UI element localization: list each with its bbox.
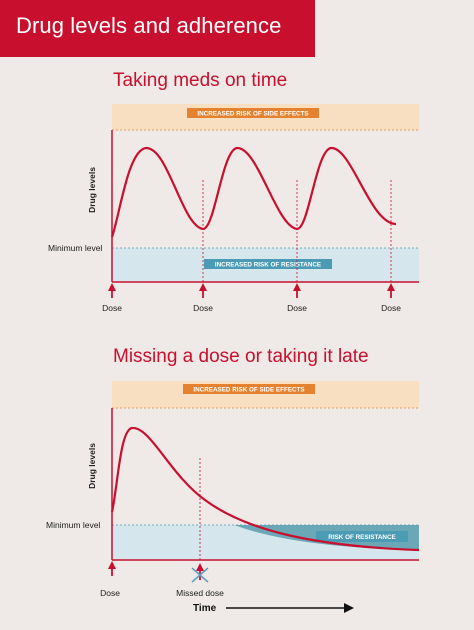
resistance-label: INCREASED RISK OF RESISTANCE (215, 262, 321, 269)
drug-level-curve (110, 426, 420, 552)
side-effects-label: INCREASED RISK OF SIDE EFFECTS (193, 387, 304, 394)
panel-on-time: INCREASED RISK OF SIDE EFFECTS INCREASED… (48, 104, 419, 313)
resistance-label: RISK OF RESISTANCE (328, 534, 395, 541)
resistance-badge (204, 259, 332, 269)
section-title-on-time: Taking meds on time (113, 70, 288, 91)
minimum-level-label: Minimum level (48, 243, 102, 253)
side-effects-label: INCREASED RISK OF SIDE EFFECTS (197, 111, 308, 118)
page-title: Drug levels and adherence (16, 13, 282, 38)
minimum-level-label: Minimum level (46, 520, 100, 530)
missed-dose-label: Missed dose (176, 588, 224, 598)
dose-label: Dose (100, 588, 120, 598)
dose-label: Dose (287, 303, 307, 313)
header-bar: Drug levels and adherence (0, 0, 315, 57)
dose-label: Dose (381, 303, 401, 313)
y-axis-label: Drug levels (87, 167, 97, 213)
dose-label: Dose (102, 303, 122, 313)
panel-missed-dose: INCREASED RISK OF SIDE EFFECTS RISK OF R… (46, 381, 420, 614)
time-arrowhead-icon (344, 603, 354, 613)
side-effects-badge (187, 108, 319, 118)
missed-dose-marker (191, 563, 209, 583)
time-axis-label: Time (193, 603, 217, 614)
drug-level-curve (110, 146, 397, 238)
cross-icon (191, 567, 209, 583)
resistance-badge (316, 531, 408, 542)
dose-label: Dose (193, 303, 213, 313)
section-title-missed-dose: Missing a dose or taking it late (113, 346, 369, 367)
y-axis-label: Drug levels (87, 443, 97, 489)
side-effects-badge (183, 384, 315, 394)
